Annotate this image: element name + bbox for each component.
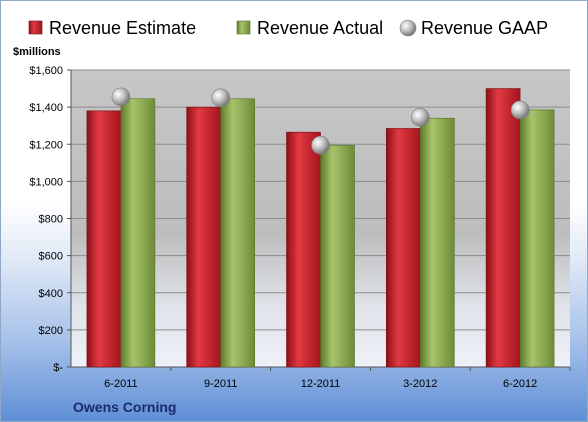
y-tick-label: $-	[53, 362, 63, 374]
bar-revenue-actual	[120, 98, 156, 368]
gaap-markers	[111, 87, 530, 155]
y-axis-unit-label: $millions	[13, 46, 61, 58]
marker-revenue-gaap	[211, 88, 230, 108]
bars	[86, 88, 555, 368]
marker-revenue-gaap	[410, 108, 430, 127]
legend-swatch	[28, 20, 43, 35]
x-tick-label: 6-2011	[104, 378, 137, 390]
bar-revenue-estimate	[385, 128, 421, 368]
bar-revenue-actual	[519, 109, 555, 368]
y-tick-label: $600	[39, 251, 63, 263]
bar-revenue-actual	[320, 144, 355, 368]
x-axis: 6-2011 9-2011 12-2011 3-2012 6-2012	[104, 367, 571, 390]
legend-label: Revenue Estimate	[49, 18, 196, 38]
y-tick-label: $400	[39, 288, 63, 300]
x-tick-label: 12-2011	[301, 378, 341, 390]
bar-revenue-actual	[419, 117, 455, 368]
x-tick-label: 9-2011	[204, 378, 237, 390]
legend-swatch	[399, 19, 417, 37]
y-tick-label: $200	[39, 325, 63, 337]
y-tick-label: $1,400	[29, 102, 63, 114]
legend-label: Revenue Actual	[257, 18, 383, 38]
y-tick-label: $1,600	[29, 65, 63, 77]
chart-legend: Revenue Estimate Revenue Actual Revenue GA…	[28, 18, 548, 38]
marker-revenue-gaap	[510, 100, 530, 120]
y-tick-label: $800	[39, 214, 63, 226]
bar-revenue-actual	[220, 98, 255, 368]
y-tick-label: $1,000	[29, 176, 63, 188]
legend-label: Revenue GAAP	[421, 18, 548, 38]
marker-revenue-gaap	[111, 87, 131, 107]
marker-revenue-gaap	[311, 135, 330, 155]
company-name: Owens Corning	[73, 399, 176, 415]
x-tick-label: 6-2012	[503, 378, 537, 390]
bar-revenue-estimate	[286, 131, 321, 368]
bar-revenue-estimate	[186, 106, 221, 368]
x-tick-label: 3-2012	[403, 378, 437, 390]
bar-revenue-estimate	[86, 110, 122, 368]
y-tick-label: $1,200	[29, 139, 63, 151]
bar-revenue-estimate	[485, 88, 521, 368]
legend-swatch	[236, 20, 251, 35]
